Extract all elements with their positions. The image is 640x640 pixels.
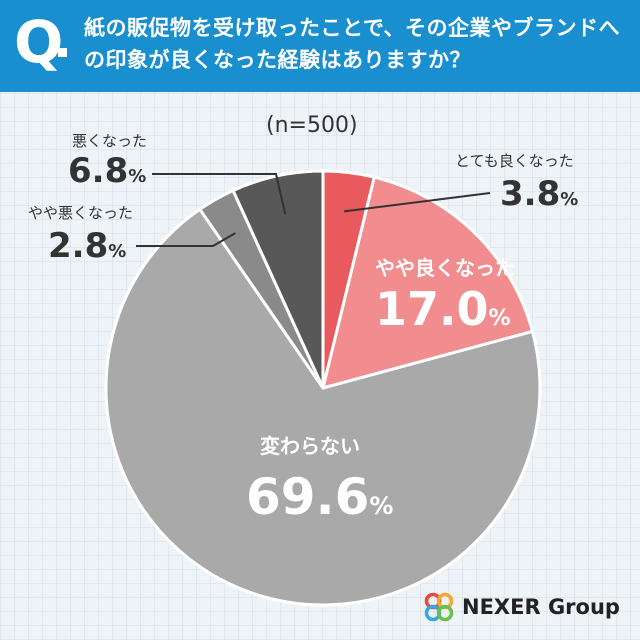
value-bad: 6.8% — [68, 153, 146, 195]
value-bad-number: 6.8 — [68, 151, 129, 191]
leader-very-good — [344, 192, 491, 213]
leader-bad — [152, 173, 287, 215]
label-bad: 悪くなった — [72, 132, 148, 150]
value-somewhat-good-unit: % — [488, 306, 511, 331]
question-header: Q 紙の販促物を受け取ったことで、その企業やブランドへの印象が良くなった経験はあ… — [0, 0, 640, 92]
value-somewhat-bad-number: 2.8 — [48, 226, 109, 266]
value-no-change-number: 69.6 — [246, 468, 370, 526]
value-very-good-number: 3.8 — [500, 174, 561, 214]
value-somewhat-bad: 2.8% — [48, 228, 126, 270]
label-somewhat-good: やや良くなった — [375, 256, 515, 280]
slice-no-change — [104, 207, 542, 607]
label-very-good: とても良くなった — [455, 152, 574, 170]
q-mark: Q — [14, 8, 64, 76]
nexer-logo: NEXER Group — [422, 590, 620, 624]
value-bad-unit: % — [128, 166, 147, 187]
value-very-good-unit: % — [560, 189, 579, 210]
value-somewhat-bad-unit: % — [108, 241, 127, 262]
leader-somewhat-bad — [136, 232, 236, 247]
value-no-change: 69.6% — [246, 470, 393, 536]
label-somewhat-bad: やや悪くなった — [28, 204, 134, 222]
brand-name: NEXER Group — [462, 595, 620, 619]
question-text: 紙の販促物を受け取ったことで、その企業やブランドへの印象が良くなった経験はありま… — [84, 16, 621, 72]
label-no-change: 変わらない — [260, 434, 360, 458]
sample-size-label: (n=500) — [266, 113, 358, 138]
value-somewhat-good-number: 17.0 — [375, 282, 489, 336]
q-dot — [58, 48, 67, 57]
slice-somewhat-good — [320, 175, 535, 391]
value-very-good: 3.8% — [500, 176, 578, 218]
value-somewhat-good: 17.0% — [375, 282, 511, 347]
nexer-logo-icon — [424, 592, 454, 622]
value-no-change-unit: % — [369, 492, 394, 520]
